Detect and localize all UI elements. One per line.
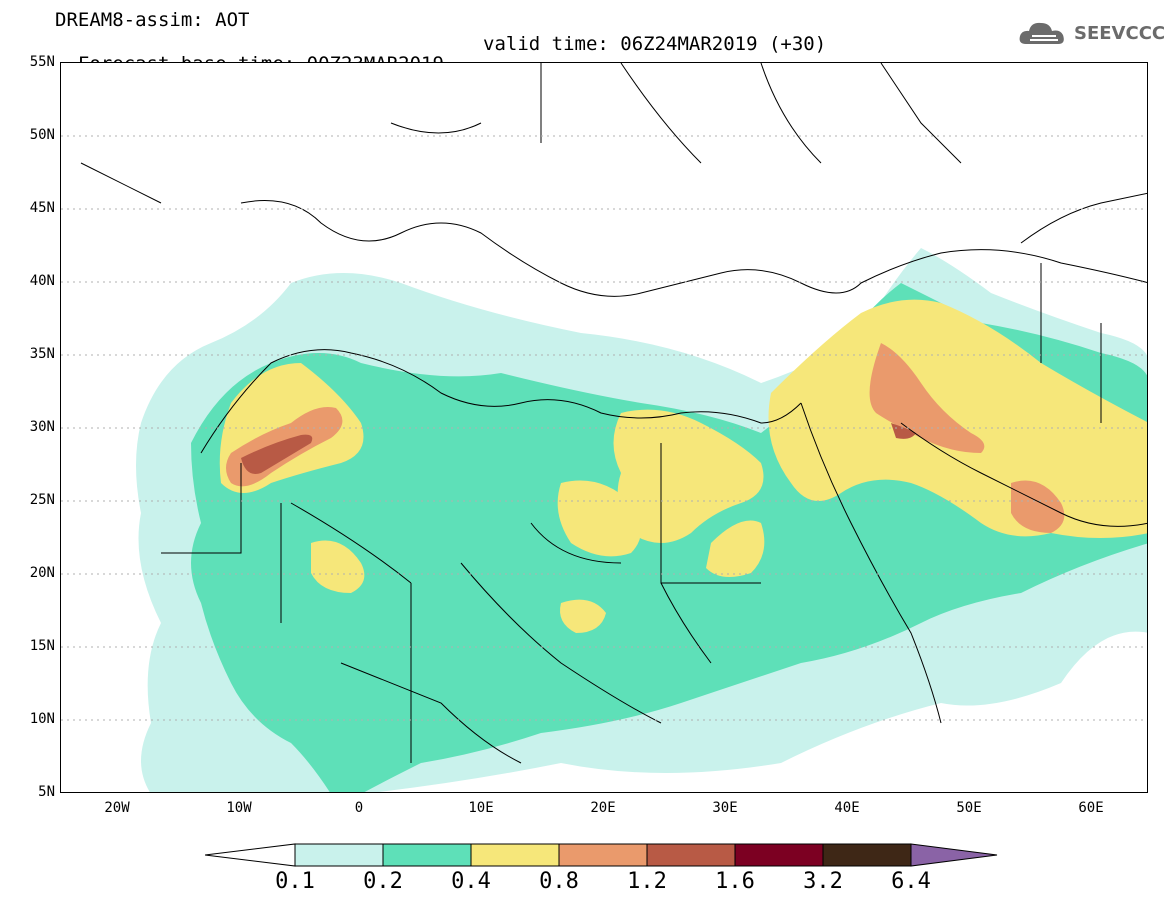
aot-map [60,62,1148,793]
valid-time: valid time: 06Z24MAR2019 (+30) [483,33,827,55]
lat-label: 20N [29,565,55,581]
lat-label: 5N [38,784,55,800]
colorbar-tick: 0.1 [275,869,315,894]
lon-label: 0 [354,800,364,816]
cloud-icon [1019,22,1064,44]
colorbar-tick: 1.6 [715,869,755,894]
lon-label: 20E [590,800,616,816]
lat-label: 15N [29,638,55,654]
colorbar-tick: 6.4 [891,869,931,894]
lon-label: 60E [1078,800,1104,816]
lon-label: 20W [104,800,130,816]
colorbar-tick: 0.4 [451,869,491,894]
aot-contours [136,248,1147,792]
colorbar-tick: 1.2 [627,869,667,894]
colorbar-tick: 3.2 [803,869,843,894]
colorbar [205,843,998,867]
lon-label: 30E [712,800,738,816]
lat-label: 35N [29,346,55,362]
seevccc-logo: SEEVCCC [1018,20,1165,46]
colorbar-swatch [646,843,736,867]
lon-label: 50E [956,800,982,816]
colorbar-swatch [822,843,912,867]
colorbar-swatch [294,843,384,867]
colorbar-tick: 0.2 [363,869,403,894]
aot-field [61,63,1147,792]
colorbar-low-arrow [205,843,296,867]
lon-label: 10E [468,800,494,816]
lon-label: 10W [226,800,252,816]
colorbar-swatch [734,843,824,867]
colorbar-tick: 0.8 [539,869,579,894]
lat-label: 55N [29,54,55,70]
colorbar-swatch [382,843,472,867]
lat-label: 10N [29,711,55,727]
lon-label: 40E [834,800,860,816]
lat-label: 25N [29,492,55,508]
lat-label: 45N [29,200,55,216]
map-title: DREAM8-assim: AOT [55,9,250,31]
logo-text: SEEVCCC [1074,22,1165,44]
lat-label: 50N [29,127,55,143]
colorbar-high-arrow [910,843,998,867]
colorbar-swatch [558,843,648,867]
lat-label: 30N [29,419,55,435]
colorbar-swatch [470,843,560,867]
lat-label: 40N [29,273,55,289]
